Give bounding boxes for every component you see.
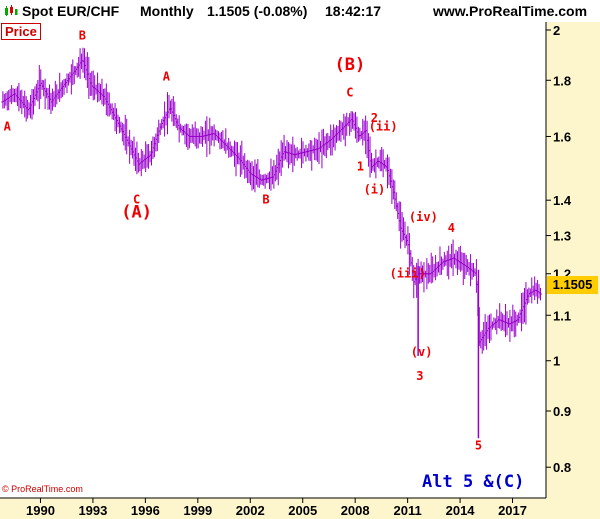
wave-label: A	[163, 69, 171, 83]
quote-value: 1.1505 (-0.08%)	[207, 3, 308, 19]
y-tick-label: 1.3	[553, 229, 571, 244]
x-tick-label: 2017	[498, 503, 527, 518]
site-link[interactable]: www.ProRealTime.com	[433, 3, 588, 19]
candlestick-logo-icon	[5, 5, 18, 16]
quote-time: 18:42:17	[325, 3, 382, 19]
x-tick-label: 1996	[131, 503, 160, 518]
wave-label: (i)	[364, 182, 386, 196]
wave-label: (ii)	[369, 120, 398, 134]
wave-label: 5	[475, 439, 482, 453]
y-tick-label: 1.1	[553, 308, 571, 323]
wave-label: C	[133, 193, 140, 207]
ohlc-series	[1, 47, 543, 439]
x-tick-label: 1999	[183, 503, 212, 518]
plot-area[interactable]	[0, 22, 546, 498]
chart-header: Spot EUR/CHF Monthly 1.1505 (-0.08%) 18:…	[0, 0, 600, 22]
wave-label: B	[262, 193, 269, 207]
y-tick-label: 1.4	[553, 193, 572, 208]
wave-label: (v)	[411, 345, 433, 359]
ohlc-bar	[539, 287, 543, 301]
price-panel-label: Price	[1, 23, 41, 40]
wave-label: 1	[357, 159, 364, 173]
wave-label: (B)	[335, 55, 366, 75]
x-tick-label: 2014	[446, 503, 476, 518]
x-tick-label: 2002	[236, 503, 265, 518]
y-tick-label: 1	[553, 354, 560, 369]
x-axis-ticks: 1990 1993 1996 1999 2002 2005 2008 2011 2014 2017	[26, 498, 527, 518]
wave-label: (A)	[121, 203, 152, 223]
wave-label: 3	[416, 369, 423, 383]
wave-label: (iii)	[390, 267, 426, 281]
x-axis-panel	[0, 498, 600, 519]
wave-label: A	[4, 120, 12, 134]
x-tick-label: 1990	[26, 503, 55, 518]
alt-count-annotation: Alt 5 &(C)	[422, 472, 525, 492]
y-tick-label: 1.8	[553, 73, 571, 88]
wave-label: B	[79, 29, 86, 43]
instrument-name: Spot EUR/CHF	[22, 3, 120, 19]
y-tick-label: 2	[553, 23, 560, 38]
x-tick-label: 2008	[341, 503, 370, 518]
y-tick-label: 0.8	[553, 460, 571, 475]
y-axis-panel	[546, 22, 600, 498]
period-label: Monthly	[140, 3, 194, 19]
wave-label: 2	[371, 111, 378, 125]
x-tick-label: 2011	[394, 503, 422, 518]
y-tick-label: 1.6	[553, 129, 571, 144]
y-axis-ticks: 21.81.61.41.31.21.110.90.8	[546, 23, 572, 475]
y-tick-label: 0.9	[553, 404, 571, 419]
x-tick-label: 2005	[288, 503, 317, 518]
wave-label: 4	[448, 221, 455, 235]
wave-label: (iv)	[409, 210, 438, 224]
last-price-badge: 1.1505	[547, 276, 598, 294]
wave-label: C	[346, 85, 353, 99]
x-tick-label: 1993	[78, 503, 107, 518]
copyright-text: © ProRealTime.com	[2, 484, 83, 494]
